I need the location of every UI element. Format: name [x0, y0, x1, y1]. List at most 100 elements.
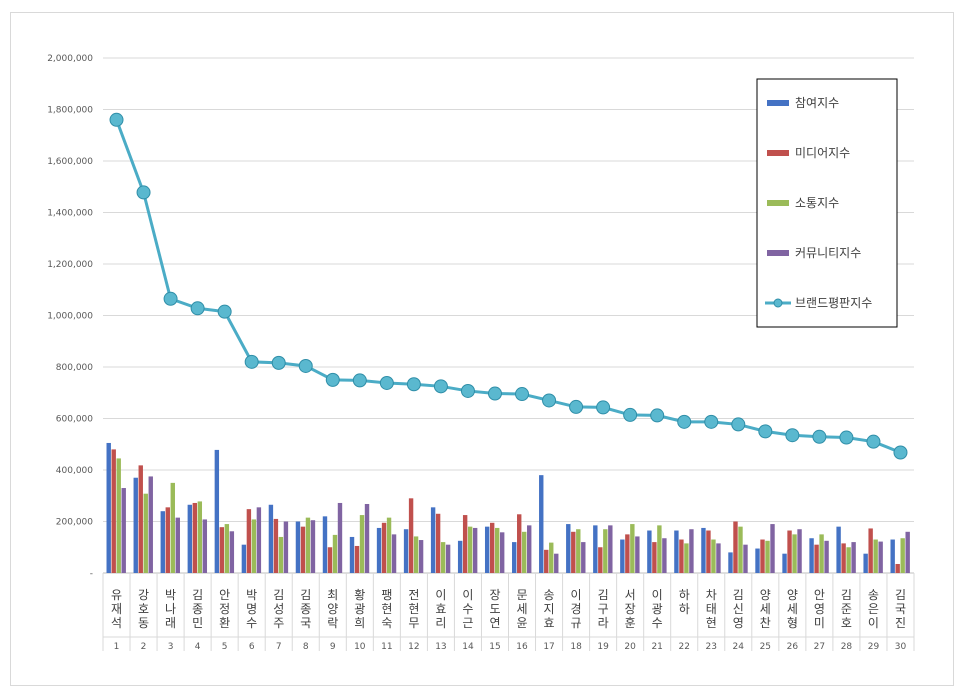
- x-category-name-char: 나: [165, 602, 176, 616]
- line-point: [379, 375, 394, 390]
- x-category-name-char: 전: [408, 588, 419, 602]
- bar-참여지수: [701, 527, 706, 573]
- x-category-name-char: 민: [192, 616, 203, 630]
- x-rank-label: 11: [381, 642, 392, 652]
- x-category-name-char: 광: [354, 602, 365, 616]
- bar-미디어지수: [408, 498, 414, 573]
- bar-소통지수: [792, 534, 797, 573]
- x-rank-label: 30: [895, 642, 907, 652]
- x-rank-label: 18: [570, 642, 582, 652]
- bar-미디어지수: [814, 544, 819, 573]
- x-category-name-char: 김: [598, 588, 609, 602]
- chart-frame: - 200,000 400,000 600,000 800,000 1,000,000 1,…: [10, 12, 954, 686]
- x-rank-label: 6: [249, 642, 255, 652]
- bar-커뮤니티지수: [202, 519, 208, 573]
- x-category-name-char: 세: [760, 602, 771, 616]
- x-category-name-char: 이: [868, 616, 879, 630]
- x-category-name-char: 미: [814, 616, 825, 630]
- x-category-name-char: 재: [111, 602, 122, 616]
- y-tick-label: 1,400,000: [47, 209, 93, 219]
- bar-미디어지수: [435, 513, 441, 573]
- bar-참여지수: [457, 540, 463, 573]
- bar-미디어지수: [300, 526, 306, 573]
- y-tick-label: 1,200,000: [47, 260, 93, 270]
- x-category-name-char: 연: [489, 616, 500, 630]
- bar-커뮤니티지수: [635, 536, 640, 573]
- bar-미디어지수: [489, 522, 495, 573]
- x-rank-label: 16: [516, 642, 528, 652]
- bar-커뮤니티지수: [797, 529, 802, 573]
- x-rank-label: 9: [330, 642, 336, 652]
- bar-소통지수: [305, 517, 311, 573]
- bar-소통지수: [224, 524, 230, 573]
- bar-커뮤니티지수: [608, 525, 613, 573]
- x-category-name-char: 안: [219, 588, 230, 602]
- line-point: [271, 355, 286, 370]
- bar-소통지수: [278, 536, 284, 573]
- bar-미디어지수: [571, 531, 576, 573]
- legend-swatch-커뮤니티지수: [767, 250, 789, 256]
- line-point: [325, 372, 340, 387]
- x-category-name-char: 희: [354, 616, 365, 630]
- x-category-name-char: 이: [571, 588, 582, 602]
- legend-label: 미디어지수: [795, 146, 850, 160]
- bar-미디어지수: [273, 518, 279, 573]
- x-category-name-char: 숙: [381, 616, 392, 630]
- bar-커뮤니티지수: [824, 540, 829, 573]
- x-rank-label: 7: [276, 642, 282, 652]
- bar-미디어지수: [327, 547, 333, 573]
- bar-참여지수: [647, 530, 652, 573]
- x-category-name-char: 최: [327, 588, 338, 602]
- x-category-name-char: 수: [652, 616, 663, 630]
- bar-커뮤니티지수: [527, 525, 532, 573]
- bar-소통지수: [630, 524, 635, 573]
- bar-소통지수: [116, 458, 121, 573]
- bar-소통지수: [251, 519, 257, 573]
- bar-소통지수: [386, 517, 392, 573]
- x-category-name-char: 영: [733, 616, 744, 630]
- bar-미디어지수: [652, 542, 657, 573]
- x-rank-label: 8: [303, 642, 309, 652]
- x-category-name-char: 강: [138, 588, 149, 602]
- x-category-name-char: 영: [814, 602, 825, 616]
- line-point: [758, 424, 773, 439]
- x-category-name-char: 문: [516, 588, 527, 602]
- legend-swatch-참여지수: [767, 100, 789, 106]
- x-category-name-char: 형: [787, 616, 798, 630]
- y-tick-label: 600,000: [56, 415, 93, 425]
- x-category-name-char: 지: [544, 602, 555, 616]
- x-rank-label: 17: [543, 642, 554, 652]
- bar-참여지수: [890, 539, 895, 573]
- legend-label: 커뮤니티지수: [795, 246, 861, 260]
- bar-미디어지수: [138, 465, 143, 573]
- bar-참여지수: [349, 536, 355, 573]
- y-tick-label: 1,800,000: [47, 106, 93, 116]
- x-rank-label: 15: [489, 642, 500, 652]
- bar-미디어지수: [219, 527, 225, 573]
- x-category-name-char: 차: [706, 588, 717, 602]
- line-point: [569, 399, 584, 414]
- x-category-name-char: 신: [733, 602, 744, 616]
- bar-소통지수: [170, 482, 175, 573]
- x-rank-label: 13: [435, 642, 446, 652]
- line-point: [190, 301, 205, 316]
- x-category-name-char: 현: [706, 616, 717, 630]
- line-point: [298, 358, 313, 373]
- bar-커뮤니티지수: [878, 541, 883, 573]
- x-category-name-char: 훈: [625, 616, 636, 630]
- bar-미디어지수: [679, 539, 684, 573]
- x-category-name-char: 수: [246, 616, 257, 630]
- x-category-name-char: 효: [544, 616, 555, 630]
- bar-커뮤니티지수: [554, 553, 559, 573]
- line-point: [623, 407, 638, 422]
- bar-참여지수: [593, 525, 598, 573]
